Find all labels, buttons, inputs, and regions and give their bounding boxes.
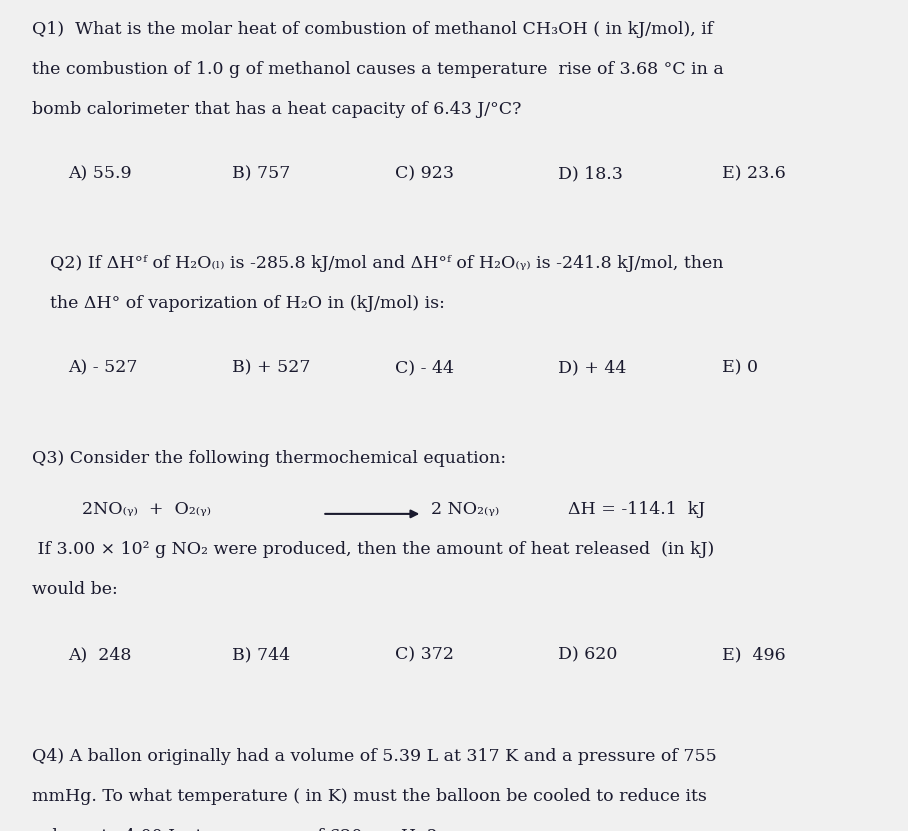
Text: C) 923: C) 923 (395, 165, 454, 182)
Text: Q4) A ballon originally had a volume of 5.39 L at 317 K and a pressure of 755: Q4) A ballon originally had a volume of … (32, 748, 716, 765)
Text: the ΔH° of vaporization of H₂O in (kJ/mol) is:: the ΔH° of vaporization of H₂O in (kJ/mo… (50, 295, 445, 312)
Text: D) + 44: D) + 44 (558, 360, 627, 376)
Text: C) - 44: C) - 44 (395, 360, 454, 376)
Text: 2 NO₂₍ᵧ₎: 2 NO₂₍ᵧ₎ (431, 501, 499, 519)
Text: Q2) If ΔH°ᶠ of H₂O₍ₗ₎ is -285.8 kJ/mol and ΔH°ᶠ of H₂O₍ᵧ₎ is -241.8 kJ/mol, then: Q2) If ΔH°ᶠ of H₂O₍ₗ₎ is -285.8 kJ/mol a… (50, 255, 724, 272)
Text: E)  496: E) 496 (722, 646, 785, 663)
Text: D) 18.3: D) 18.3 (558, 165, 623, 182)
Text: B) + 527: B) + 527 (232, 360, 310, 376)
Text: Q1)  What is the molar heat of combustion of methanol CH₃OH ( in kJ/mol), if: Q1) What is the molar heat of combustion… (32, 21, 713, 37)
Text: mmHg. To what temperature ( in K) must the balloon be cooled to reduce its: mmHg. To what temperature ( in K) must t… (32, 788, 706, 805)
Text: If 3.00 × 10² g NO₂ were produced, then the amount of heat released  (in kJ): If 3.00 × 10² g NO₂ were produced, then … (32, 541, 714, 558)
Text: A)  248: A) 248 (68, 646, 132, 663)
Text: 2NO₍ᵧ₎  +  O₂₍ᵧ₎: 2NO₍ᵧ₎ + O₂₍ᵧ₎ (82, 501, 211, 519)
Text: C) 372: C) 372 (395, 646, 454, 663)
Text: bomb calorimeter that has a heat capacity of 6.43 J/°C?: bomb calorimeter that has a heat capacit… (32, 101, 521, 117)
Text: D) 620: D) 620 (558, 646, 617, 663)
Text: the combustion of 1.0 g of methanol causes a temperature  rise of 3.68 °C in a: the combustion of 1.0 g of methanol caus… (32, 61, 724, 77)
Text: ΔH = -114.1  kJ: ΔH = -114.1 kJ (568, 501, 705, 519)
Text: A) - 527: A) - 527 (68, 360, 138, 376)
Text: would be:: would be: (32, 581, 117, 598)
Text: Q3) Consider the following thermochemical equation:: Q3) Consider the following thermochemica… (32, 450, 506, 466)
Text: B) 744: B) 744 (232, 646, 290, 663)
Text: volume to 4.00 L at a pressure of 620 mmHg?: volume to 4.00 L at a pressure of 620 mm… (32, 828, 436, 831)
Text: A) 55.9: A) 55.9 (68, 165, 132, 182)
Text: E) 0: E) 0 (722, 360, 758, 376)
Text: B) 757: B) 757 (232, 165, 290, 182)
Text: E) 23.6: E) 23.6 (722, 165, 785, 182)
